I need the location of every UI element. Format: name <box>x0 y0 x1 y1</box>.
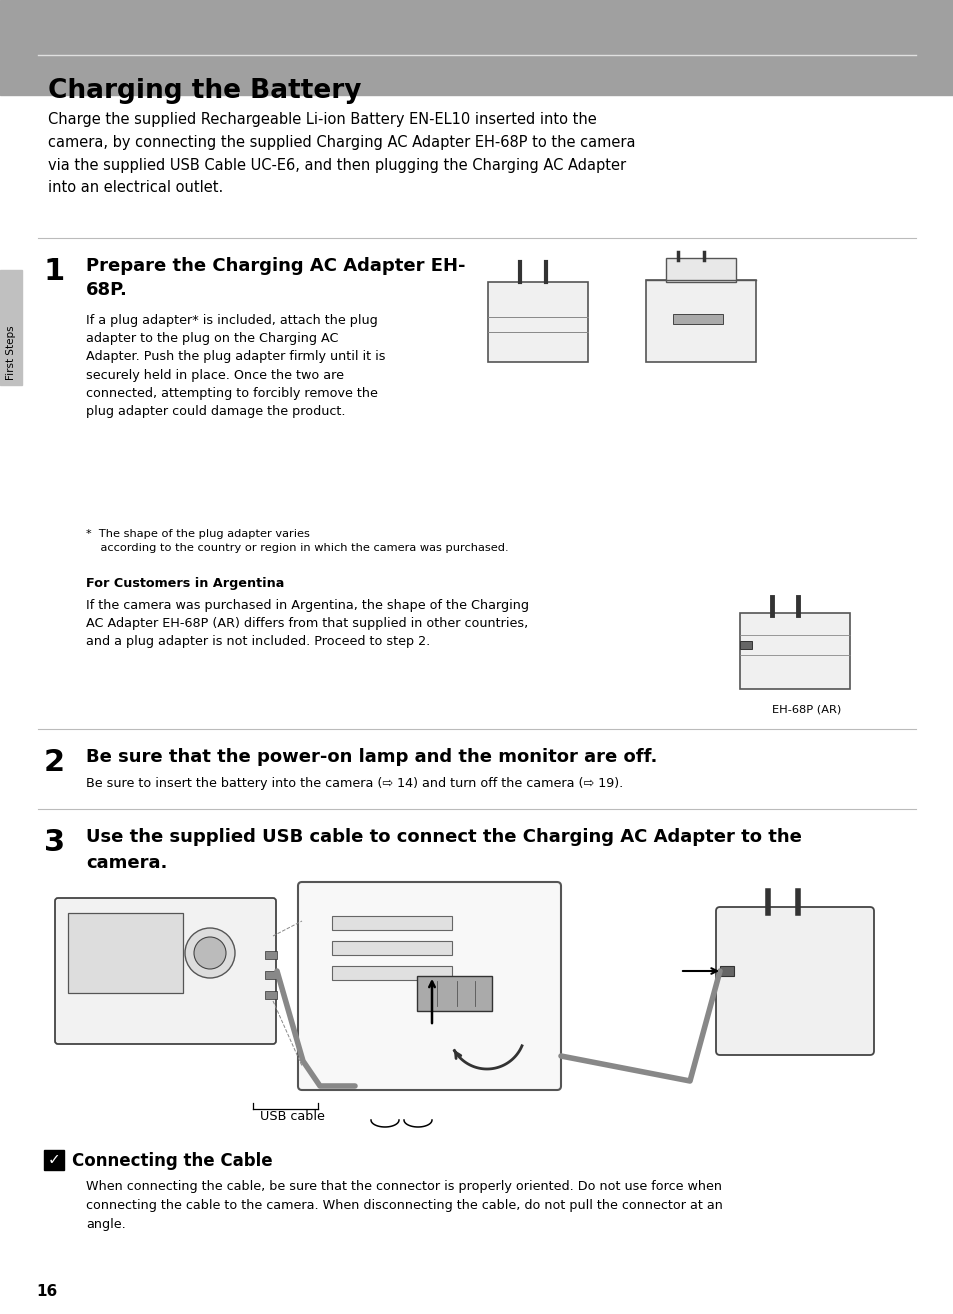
FancyBboxPatch shape <box>55 897 275 1045</box>
Text: 1: 1 <box>44 258 65 286</box>
Text: 16: 16 <box>36 1284 57 1300</box>
Bar <box>44 1150 64 1169</box>
Text: ✓: ✓ <box>48 1152 60 1168</box>
Bar <box>265 951 276 959</box>
Bar <box>332 966 452 980</box>
FancyBboxPatch shape <box>297 882 560 1091</box>
Bar <box>265 991 276 999</box>
Text: Prepare the Charging AC Adapter EH-
68P.: Prepare the Charging AC Adapter EH- 68P. <box>86 258 465 300</box>
Text: Be sure to insert the battery into the camera (⇨ 14) and turn off the camera (⇨ : Be sure to insert the battery into the c… <box>86 777 622 790</box>
Text: EH-68P (AR): EH-68P (AR) <box>772 706 841 715</box>
Bar <box>0 269 22 385</box>
Text: 2: 2 <box>44 748 65 777</box>
Bar <box>488 283 587 361</box>
Bar <box>332 941 452 955</box>
Text: 3: 3 <box>44 828 65 857</box>
Text: Charging the Battery: Charging the Battery <box>48 78 361 104</box>
Bar <box>740 641 751 649</box>
Bar <box>665 258 735 283</box>
Text: When connecting the cable, be sure that the connector is properly oriented. Do n: When connecting the cable, be sure that … <box>86 1180 722 1231</box>
Text: If a plug adapter* is included, attach the plug
adapter to the plug on the Charg: If a plug adapter* is included, attach t… <box>86 314 385 418</box>
Bar <box>68 913 183 993</box>
Text: *  The shape of the plug adapter varies
    according to the country or region i: * The shape of the plug adapter varies a… <box>86 530 508 553</box>
Text: Connecting the Cable: Connecting the Cable <box>71 1152 273 1169</box>
Bar <box>0 0 953 95</box>
Circle shape <box>193 937 226 968</box>
Bar <box>672 314 722 325</box>
Text: Use the supplied USB cable to connect the Charging AC Adapter to the
camera.: Use the supplied USB cable to connect th… <box>86 828 801 871</box>
Bar <box>332 916 452 930</box>
Circle shape <box>185 928 234 978</box>
Bar <box>720 966 733 976</box>
Bar <box>416 976 492 1010</box>
Bar <box>265 971 276 979</box>
Text: First Steps: First Steps <box>6 326 16 380</box>
Text: If the camera was purchased in Argentina, the shape of the Charging
AC Adapter E: If the camera was purchased in Argentina… <box>86 599 529 648</box>
FancyBboxPatch shape <box>716 907 873 1055</box>
Bar <box>645 280 755 361</box>
Text: USB cable: USB cable <box>260 1110 325 1123</box>
Bar <box>740 614 849 689</box>
Text: Be sure that the power-on lamp and the monitor are off.: Be sure that the power-on lamp and the m… <box>86 748 657 766</box>
Text: Charge the supplied Rechargeable Li-ion Battery EN-EL10 inserted into the
camera: Charge the supplied Rechargeable Li-ion … <box>48 112 635 196</box>
Text: For Customers in Argentina: For Customers in Argentina <box>86 577 284 590</box>
